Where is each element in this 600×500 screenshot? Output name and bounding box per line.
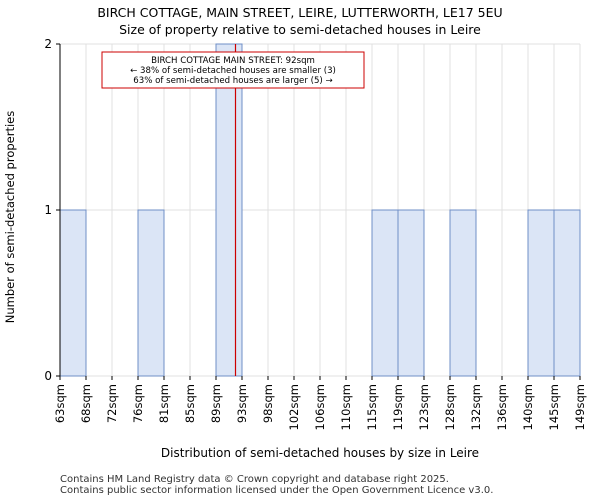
bar <box>527 209 555 377</box>
x-tick-label: 93sqm <box>235 384 249 423</box>
marker-group: BIRCH COTTAGE MAIN STREET: 92sqm ← 38% o… <box>101 44 365 376</box>
x-tick-label: 123sqm <box>417 384 431 430</box>
x-tick-label: 98sqm <box>261 384 275 423</box>
x-tick-label: 76sqm <box>131 384 145 423</box>
bar <box>553 209 581 377</box>
chart-subtitle: Size of property relative to semi-detach… <box>119 22 481 37</box>
x-tick-label: 89sqm <box>209 384 223 423</box>
x-tick-label: 102sqm <box>287 384 301 430</box>
bar <box>371 209 399 377</box>
x-axis-label: Distribution of semi-detached houses by … <box>161 446 479 460</box>
annotation-box <box>101 51 365 89</box>
bar <box>215 43 243 377</box>
x-tick-label: 132sqm <box>469 384 483 430</box>
x-tick-label: 145sqm <box>547 384 561 430</box>
x-tick-label: 136sqm <box>495 384 509 430</box>
x-tick-label: 72sqm <box>105 384 119 423</box>
x-tick-label: 115sqm <box>365 384 379 430</box>
y-tick-label: 1 <box>44 203 52 217</box>
x-tick-label: 110sqm <box>339 384 353 430</box>
x-tick-label: 63sqm <box>53 384 67 423</box>
bar <box>397 209 425 377</box>
x-tick-label: 119sqm <box>391 384 405 430</box>
bar <box>137 209 165 377</box>
annotation-line-2: ← 38% of semi-detached houses are smalle… <box>130 66 336 76</box>
x-tick-label: 81sqm <box>157 384 171 423</box>
x-tick-label: 140sqm <box>521 384 535 430</box>
bar <box>59 209 87 377</box>
x-ticks: 63sqm 68sqm 72sqm 76sqm 81sqm 85sqm 89sqm 93sqm… <box>53 376 587 430</box>
y-ticks: 0 1 2 <box>44 37 60 383</box>
x-tick-label: 149sqm <box>573 384 587 430</box>
x-tick-label: 128sqm <box>443 384 457 430</box>
x-tick-label: 106sqm <box>313 384 327 430</box>
footer-line-2: Contains public sector information licen… <box>60 485 494 496</box>
annotation-line-1: BIRCH COTTAGE MAIN STREET: 92sqm <box>151 56 315 66</box>
y-axis-label: Number of semi-detached properties <box>3 111 17 323</box>
y-tick-label: 0 <box>44 369 52 383</box>
x-tick-label: 85sqm <box>183 384 197 423</box>
y-tick-label: 2 <box>44 37 52 51</box>
footer-line-1: Contains HM Land Registry data © Crown c… <box>60 474 449 485</box>
annotation-line-3: 63% of semi-detached houses are larger (… <box>133 76 332 86</box>
chart-title: BIRCH COTTAGE, MAIN STREET, LEIRE, LUTTE… <box>97 5 503 20</box>
bars <box>59 43 581 377</box>
x-tick-label: 68sqm <box>79 384 93 423</box>
bar <box>449 209 477 377</box>
